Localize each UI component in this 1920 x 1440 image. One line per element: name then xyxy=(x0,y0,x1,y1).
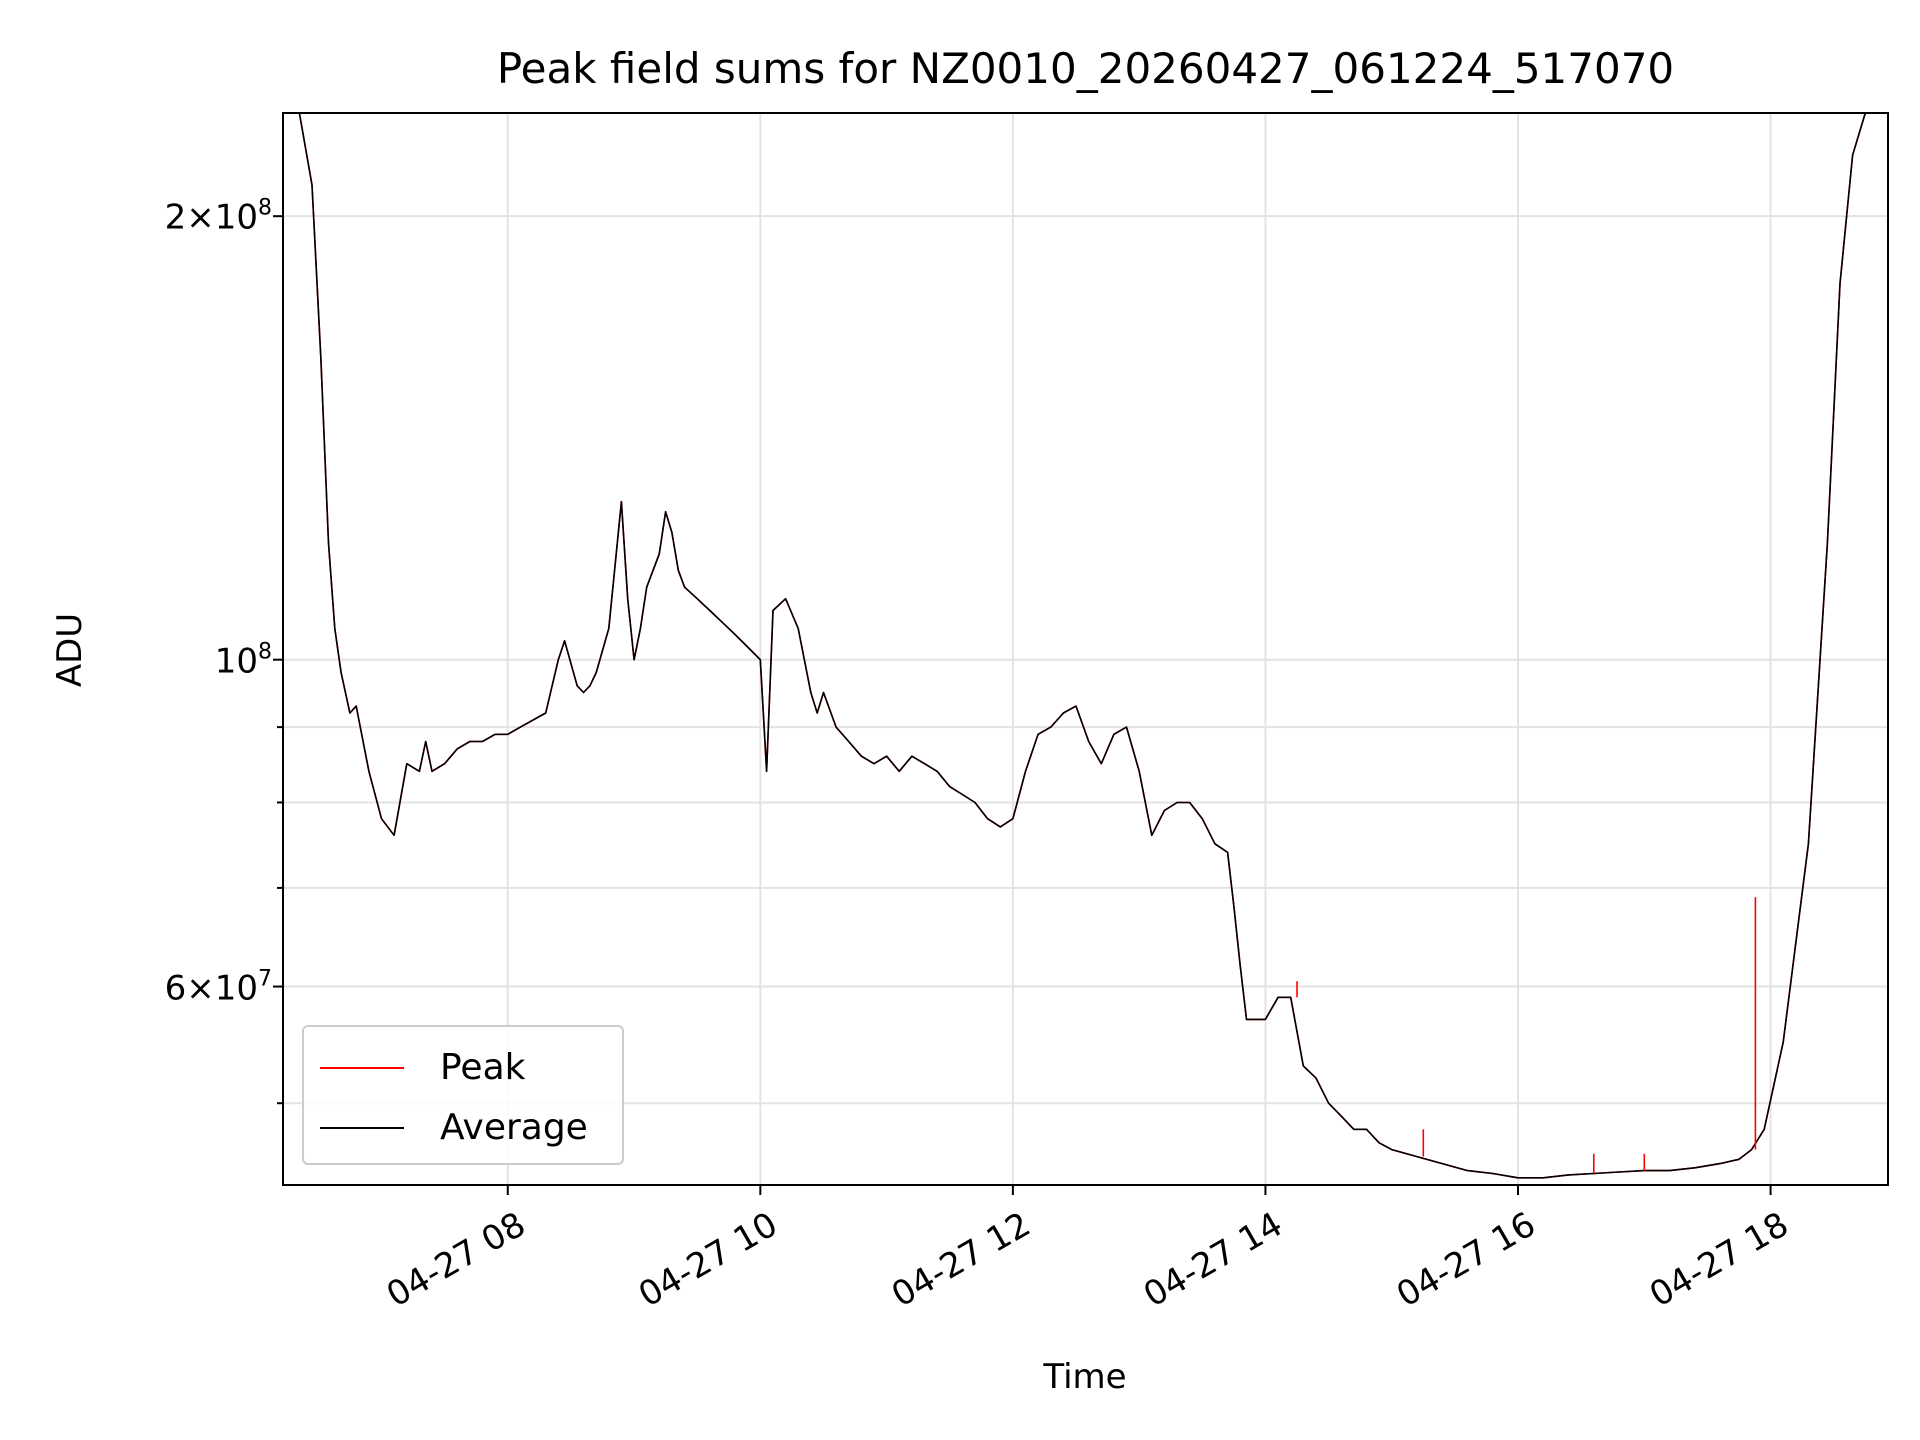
y-tick-label: 6×107 xyxy=(164,966,272,1009)
legend: Peak Average xyxy=(302,1025,624,1165)
axes-frame xyxy=(282,112,1889,1186)
series-line-average xyxy=(283,112,1872,1179)
legend-swatch-peak xyxy=(320,1066,404,1069)
y-tick-label: 108 xyxy=(214,639,272,682)
legend-item-peak: Peak xyxy=(320,1047,525,1088)
grid-lines xyxy=(283,113,1888,1185)
x-axis-label: Time xyxy=(1043,1357,1127,1397)
legend-item-average: Average xyxy=(320,1107,588,1148)
chart-title: Peak field sums for NZ0010_20260427_0612… xyxy=(496,44,1675,93)
y-tick-label: 2×108 xyxy=(164,195,272,238)
series-lines xyxy=(283,112,1872,1179)
legend-label-peak: Peak xyxy=(440,1047,526,1088)
y-axis-label: ADU xyxy=(50,612,90,688)
series-line-peak xyxy=(283,112,1872,1179)
legend-swatch-average xyxy=(320,1126,404,1129)
legend-label-average: Average xyxy=(440,1107,588,1148)
